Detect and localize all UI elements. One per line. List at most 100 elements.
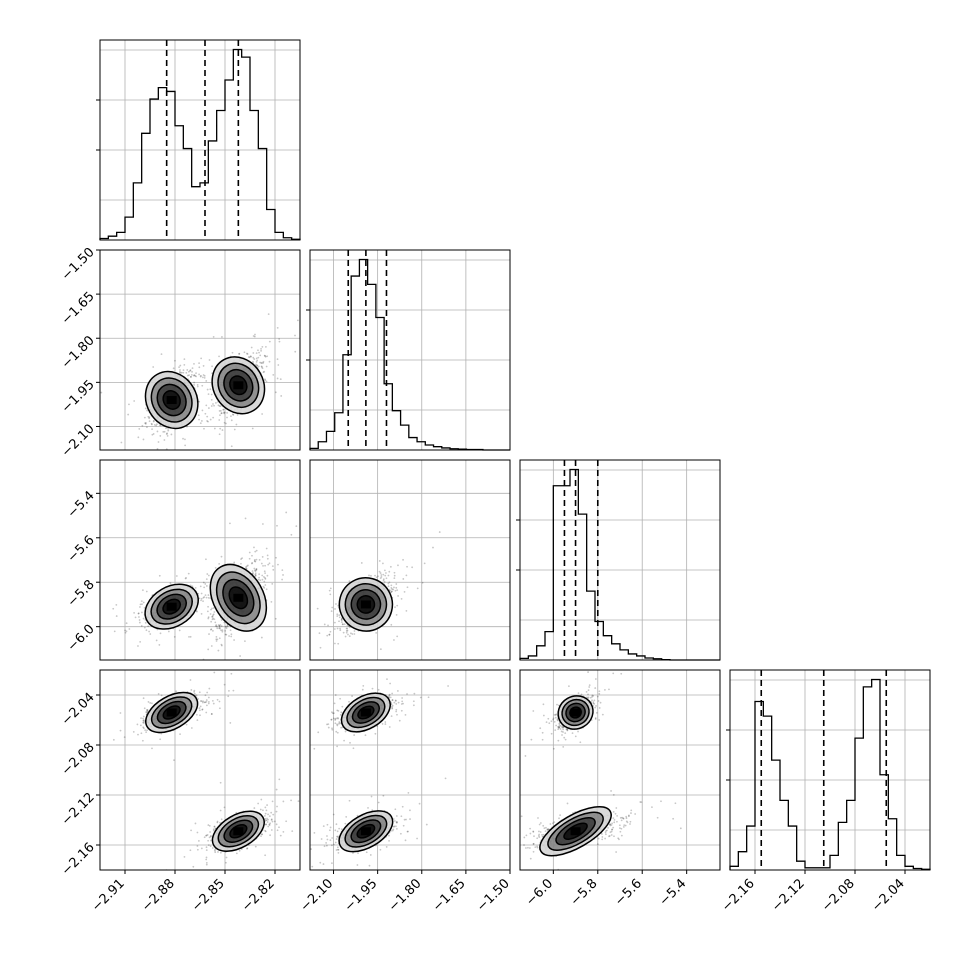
sample-point xyxy=(260,362,263,364)
sample-point xyxy=(382,579,385,582)
sample-point xyxy=(147,625,150,628)
sample-point xyxy=(268,340,271,343)
sample-point xyxy=(246,353,249,355)
sample-point xyxy=(165,433,168,435)
sample-point xyxy=(212,403,214,405)
sample-point xyxy=(277,563,279,566)
sample-point xyxy=(261,362,263,364)
sample-point xyxy=(406,565,408,568)
sample-point xyxy=(374,574,376,577)
sample-point xyxy=(256,364,259,367)
sample-point xyxy=(260,636,263,639)
sample-point xyxy=(338,620,340,623)
sample-point xyxy=(231,351,234,354)
sample-point xyxy=(231,413,234,416)
sample-point xyxy=(262,362,265,364)
sample-point xyxy=(207,648,210,651)
sample-point xyxy=(308,811,310,813)
sample-point xyxy=(119,712,122,714)
sample-point xyxy=(258,351,260,354)
sample-point xyxy=(393,639,395,641)
sample-point xyxy=(281,569,284,572)
sample-point xyxy=(245,567,248,570)
sample-point xyxy=(207,420,209,423)
sample-point xyxy=(198,707,201,709)
sample-point xyxy=(200,847,203,850)
sample-point xyxy=(377,575,379,578)
sample-point xyxy=(210,834,212,837)
sample-point xyxy=(388,694,391,697)
sample-point xyxy=(260,835,262,837)
sample-point xyxy=(388,570,391,573)
sample-point xyxy=(197,698,200,700)
sample-point xyxy=(182,371,185,374)
sample-point xyxy=(146,729,148,732)
sample-point xyxy=(190,373,193,376)
sample-point xyxy=(337,642,340,645)
sample-point xyxy=(233,639,235,641)
sample-point xyxy=(279,834,282,837)
sample-point xyxy=(220,629,222,632)
sample-point xyxy=(251,562,254,564)
sample-point xyxy=(265,588,268,591)
sample-point xyxy=(124,631,127,634)
sample-point xyxy=(144,729,147,732)
sample-point xyxy=(143,626,146,629)
sample-point xyxy=(185,576,187,579)
sample-point xyxy=(218,355,220,358)
sample-point xyxy=(205,858,208,861)
sample-point xyxy=(261,578,264,581)
sample-point xyxy=(254,569,256,572)
sample-point xyxy=(205,704,208,707)
sample-point xyxy=(212,617,215,620)
sample-point xyxy=(192,374,195,377)
sample-point xyxy=(220,643,223,646)
sample-point xyxy=(159,738,162,741)
sample-point xyxy=(212,629,214,632)
sample-point xyxy=(264,355,266,357)
sample-point xyxy=(264,379,267,382)
sample-point xyxy=(155,424,158,427)
sample-point xyxy=(186,374,189,377)
sample-point xyxy=(213,404,215,407)
sample-point xyxy=(169,582,172,585)
sample-point xyxy=(166,434,169,437)
sample-point xyxy=(200,612,203,615)
sample-point xyxy=(205,834,207,837)
sample-point xyxy=(147,701,150,703)
sample-point xyxy=(170,433,173,436)
sample-point xyxy=(253,335,256,338)
sample-point xyxy=(165,427,167,430)
sample-point xyxy=(282,800,285,803)
sample-point xyxy=(182,369,185,372)
sample-point xyxy=(266,557,269,560)
sample-point xyxy=(162,430,165,433)
sample-point xyxy=(380,575,383,578)
sample-point xyxy=(238,352,241,355)
sample-point xyxy=(210,405,213,407)
sample-point xyxy=(219,427,222,430)
sample-point xyxy=(120,441,123,444)
sample-point xyxy=(328,589,331,592)
sample-point xyxy=(114,452,116,454)
sample-point xyxy=(397,701,400,704)
sample-point xyxy=(142,617,145,620)
sample-point xyxy=(205,596,208,599)
sample-point xyxy=(220,619,223,621)
sample-point xyxy=(207,702,210,705)
panel-content xyxy=(100,313,299,454)
sample-point xyxy=(157,693,160,695)
sample-point xyxy=(218,562,221,565)
sample-point xyxy=(207,824,210,826)
sample-point xyxy=(142,719,145,721)
sample-point xyxy=(344,730,347,733)
density-peak xyxy=(360,600,371,609)
sample-point xyxy=(203,374,206,377)
sample-point xyxy=(193,690,195,693)
sample-point xyxy=(199,375,202,378)
sample-point xyxy=(152,420,155,423)
sample-point xyxy=(262,809,264,812)
sample-point xyxy=(208,633,210,635)
sample-point xyxy=(141,603,143,606)
sample-point xyxy=(350,632,352,635)
